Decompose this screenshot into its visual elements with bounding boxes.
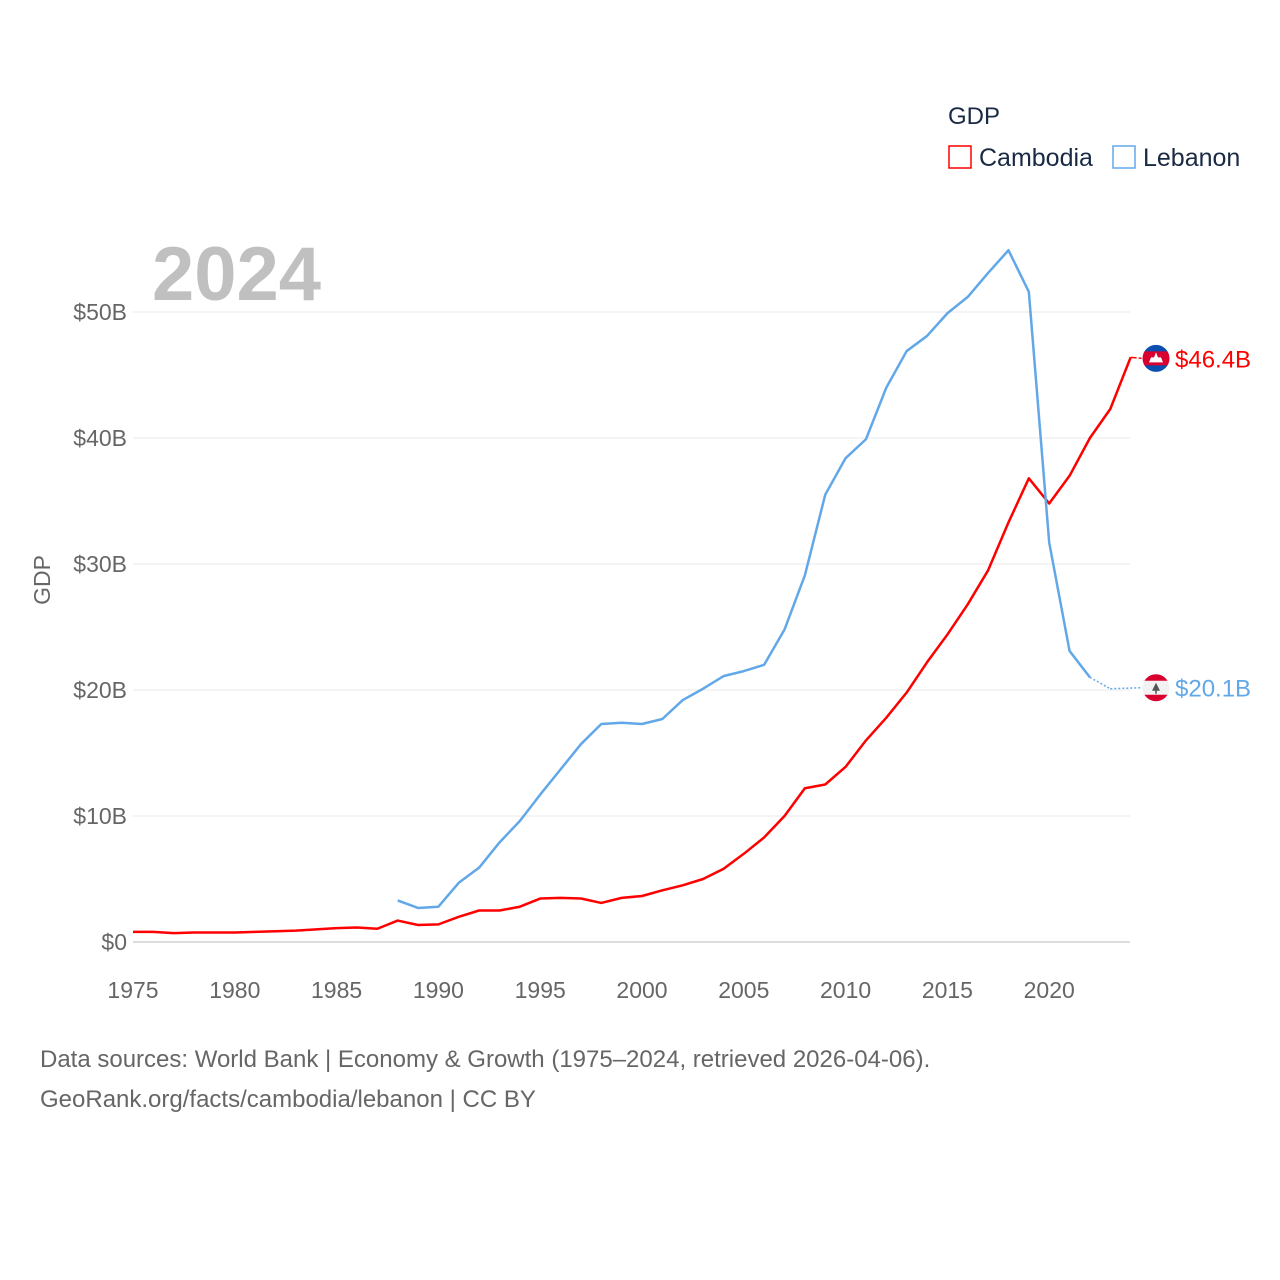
- y-tick-label: $10B: [73, 803, 127, 829]
- y-tick-label: $50B: [73, 299, 127, 325]
- flag-border: [1141, 343, 1171, 373]
- flag-connector: [1110, 686, 1143, 690]
- footer-sources: Data sources: World Bank | Economy & Gro…: [40, 1046, 931, 1073]
- flag-connector: [1130, 356, 1143, 360]
- legend-label-lebanon: Lebanon: [1143, 144, 1240, 172]
- flag-border: [1141, 673, 1171, 703]
- x-tick-label: 1975: [107, 977, 158, 1003]
- x-tick-label: 2010: [820, 977, 871, 1003]
- x-tick-label: 2020: [1024, 977, 1075, 1003]
- cambodia-end-label: $46.4B: [1175, 346, 1251, 373]
- y-tick-label: $40B: [73, 425, 127, 451]
- flag-body: [1142, 673, 1170, 702]
- cambodia-flag-icon: [1141, 343, 1171, 373]
- legend-label-cambodia: Cambodia: [979, 144, 1093, 172]
- lebanon-line-projection: [1089, 676, 1111, 690]
- legend-swatch-cambodia: [948, 145, 972, 169]
- y-tick-label: $20B: [73, 677, 127, 703]
- x-tick-label: 1990: [413, 977, 464, 1003]
- lebanon-line: [397, 249, 1091, 910]
- legend-swatch-lebanon: [1112, 145, 1136, 169]
- flag-body: [1142, 344, 1170, 373]
- y-tick-label: $30B: [73, 551, 127, 577]
- x-tick-label: 1985: [311, 977, 362, 1003]
- x-tick-label: 2005: [718, 977, 769, 1003]
- x-tick-label: 1995: [515, 977, 566, 1003]
- footer-link[interactable]: GeoRank.org/facts/cambodia/lebanon | CC …: [40, 1086, 536, 1113]
- year-watermark: 2024: [152, 232, 321, 317]
- lebanon-flag-icon: [1141, 673, 1171, 703]
- cedar-icon: [1152, 682, 1160, 694]
- x-tick-label: 2000: [616, 977, 667, 1003]
- y-tick-label: $0: [101, 929, 127, 955]
- lebanon-end-label: $20.1B: [1175, 676, 1251, 703]
- cambodia-line: [133, 356, 1132, 935]
- x-tick-label: 1980: [209, 977, 260, 1003]
- legend-title: GDP: [948, 103, 1000, 130]
- y-axis-label: GDP: [29, 555, 55, 605]
- x-tick-label: 2015: [922, 977, 973, 1003]
- angkor-wat-icon: [1149, 352, 1163, 363]
